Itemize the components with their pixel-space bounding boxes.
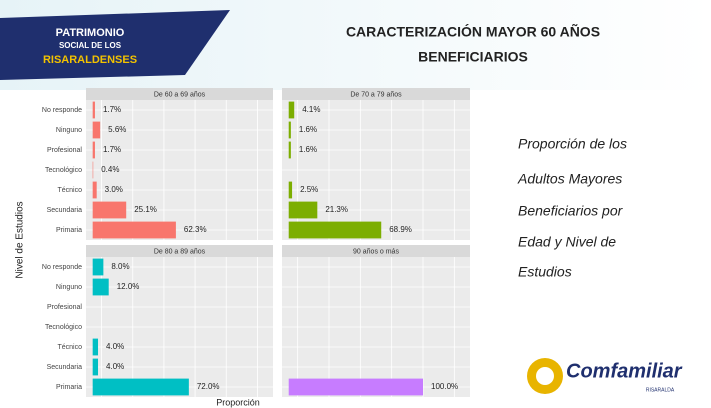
logo-text: RISARALDENSES	[43, 54, 137, 66]
y-tick-label: Secundaria	[47, 364, 83, 371]
strip	[282, 88, 470, 100]
bar	[92, 121, 101, 139]
x-axis-label: Proporción	[216, 397, 260, 407]
data-label: 3.0%	[105, 185, 123, 194]
data-label: 62.3%	[184, 225, 207, 234]
bar	[288, 101, 295, 119]
facet-title: 90 años o más	[353, 248, 399, 255]
side-text: Adultos Mayores	[517, 171, 622, 187]
logo-text: PATRIMONIO	[56, 27, 125, 39]
data-label: 8.0%	[111, 262, 129, 271]
bar	[92, 358, 99, 376]
logo-text: SOCIAL DE LOS	[59, 41, 122, 50]
y-tick-label: Secundaria	[47, 207, 83, 214]
bar	[92, 181, 97, 199]
data-label: 1.6%	[299, 125, 317, 134]
y-tick-label: Ninguno	[56, 127, 82, 134]
data-label: 0.4%	[101, 165, 119, 174]
bar	[92, 378, 189, 396]
side-text: Proporción de los	[518, 136, 627, 152]
title: CARACTERIZACIÓN MAYOR 60 AÑOS	[346, 23, 600, 40]
data-label: 4.1%	[302, 105, 320, 114]
data-label: 21.3%	[325, 205, 348, 214]
brand-sub: RISARALDA	[646, 387, 675, 393]
bar	[92, 221, 176, 239]
data-label: 1.6%	[299, 145, 317, 154]
bar	[288, 181, 293, 199]
brand-icon	[536, 367, 554, 385]
y-tick-label: Técnico	[57, 187, 82, 194]
data-label: 72.0%	[197, 382, 220, 391]
y-tick-label: Tecnológico	[45, 324, 82, 331]
facet-title: De 80 a 89 años	[154, 248, 206, 255]
title: BENEFICIARIOS	[418, 49, 528, 65]
bar	[92, 258, 104, 276]
data-label: 4.0%	[106, 362, 124, 371]
data-label: 68.9%	[389, 225, 412, 234]
y-tick-label: Tecnológico	[45, 167, 82, 174]
bar	[92, 161, 94, 179]
bar	[92, 201, 127, 219]
y-tick-label: No responde	[42, 264, 82, 271]
data-label: 1.7%	[103, 105, 121, 114]
data-label: 12.0%	[117, 282, 140, 291]
strip	[86, 88, 273, 100]
y-tick-label: Técnico	[57, 344, 82, 351]
brand: Comfamiliar	[566, 360, 683, 382]
y-tick-label: Primaria	[56, 227, 82, 234]
y-tick-label: No responde	[42, 107, 82, 114]
strip	[86, 245, 273, 257]
facet-title: De 70 a 79 años	[350, 91, 402, 98]
y-tick-label: Primaria	[56, 384, 82, 391]
data-label: 5.6%	[108, 125, 126, 134]
y-axis-label: Nivel de Estudios	[15, 201, 26, 278]
bar	[288, 141, 291, 159]
bar	[92, 338, 99, 356]
data-label: 2.5%	[300, 185, 318, 194]
data-label: 100.0%	[431, 382, 458, 391]
y-tick-label: Ninguno	[56, 284, 82, 291]
bar	[288, 221, 382, 239]
bar	[92, 101, 95, 119]
side-text: Edad y Nivel de	[518, 234, 616, 250]
data-label: 25.1%	[134, 205, 157, 214]
y-tick-label: Profesional	[47, 147, 82, 154]
bar	[92, 141, 95, 159]
bar	[92, 278, 109, 296]
side-text: Estudios	[518, 264, 572, 280]
data-label: 1.7%	[103, 145, 121, 154]
facet-title: De 60 a 69 años	[154, 91, 206, 98]
y-tick-label: Profesional	[47, 304, 82, 311]
bar	[288, 201, 318, 219]
bar	[288, 121, 291, 139]
logo-bg	[0, 10, 230, 80]
bar	[288, 378, 423, 396]
strip	[282, 245, 470, 257]
data-label: 4.0%	[106, 342, 124, 351]
side-text: Beneficiarios por	[518, 203, 624, 219]
